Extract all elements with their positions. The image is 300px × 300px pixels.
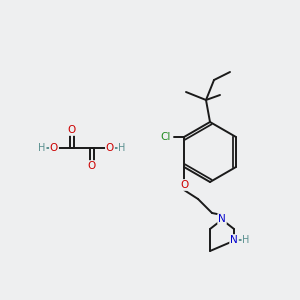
Text: H: H — [38, 143, 46, 153]
Text: O: O — [88, 161, 96, 171]
Text: N: N — [230, 235, 238, 245]
Text: O: O — [68, 125, 76, 135]
Text: N: N — [218, 214, 226, 224]
Text: Cl: Cl — [161, 132, 171, 142]
Text: O: O — [106, 143, 114, 153]
Text: O: O — [50, 143, 58, 153]
Text: H: H — [242, 235, 250, 245]
Text: O: O — [180, 180, 188, 190]
Text: H: H — [118, 143, 126, 153]
